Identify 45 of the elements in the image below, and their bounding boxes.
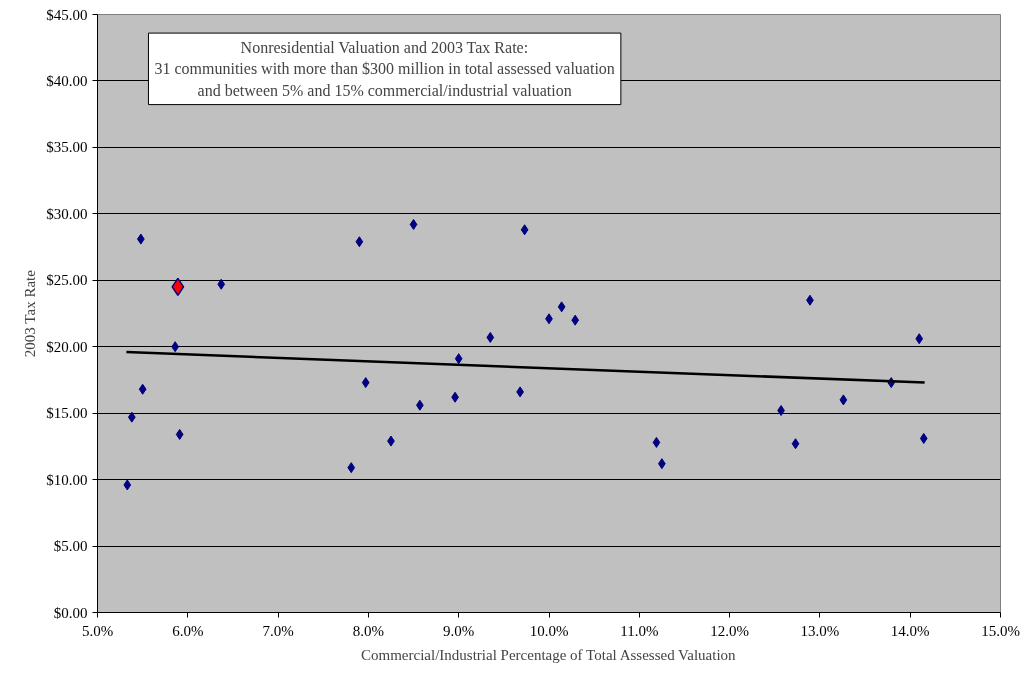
y-tick-label: $5.00: [53, 538, 88, 555]
point: [409, 218, 418, 230]
point: [454, 353, 463, 365]
point: [355, 236, 364, 248]
x-tick-label: 15.0%: [981, 622, 1020, 639]
point: [127, 411, 136, 423]
point: [520, 224, 529, 236]
x-tick-label: 13.0%: [800, 622, 840, 639]
x-tick-label: 9.0%: [443, 622, 475, 639]
point: [171, 277, 185, 297]
point: [123, 479, 132, 491]
point: [486, 331, 495, 343]
point: [915, 333, 924, 345]
point: [839, 394, 848, 406]
point: [652, 436, 661, 448]
point: [175, 428, 184, 440]
x-tick-label: 12.0%: [710, 622, 749, 639]
y-tick-label: $45.00: [46, 6, 88, 23]
point: [791, 438, 800, 450]
point: [557, 301, 566, 313]
y-tick-label: $15.00: [46, 405, 88, 422]
point: [361, 377, 370, 389]
point: [217, 278, 226, 290]
x-tick-label: 5.0%: [81, 622, 114, 639]
x-tick-label: 10.0%: [529, 622, 569, 639]
y-tick-label: $35.00: [46, 139, 88, 156]
y-tick-label: $20.00: [46, 338, 88, 355]
x-axis-title: Commercial/Industrial Percentage of Total Assessed Valuation: [361, 646, 737, 663]
point: [138, 383, 147, 395]
x-tick-label: 11.0%: [620, 622, 659, 639]
x-tick-label: 7.0%: [262, 622, 294, 639]
text: 31 communities with more than $300 million in total assessed valuation and between 5% and 15% commercial/industrial valuation: [154, 60, 615, 99]
y-tick-label: $0.00: [53, 604, 88, 621]
y-tick-label: $25.00: [46, 272, 88, 289]
x-tick-label: 8.0%: [352, 622, 385, 639]
point: [571, 314, 580, 326]
y-tick-label: $10.00: [46, 471, 88, 488]
x-tick-label: 14.0%: [890, 622, 930, 639]
x-tick-label: 6.0%: [172, 622, 204, 639]
y-axis-title: 2003 Tax Rate: [22, 269, 39, 358]
point: [919, 432, 928, 444]
y-tick-label: $30.00: [46, 205, 88, 222]
text: Nonresidential Valuation and 2003 Tax Rate:: [240, 39, 529, 57]
point: [347, 462, 356, 474]
y-tick-label: $40.00: [46, 72, 88, 89]
